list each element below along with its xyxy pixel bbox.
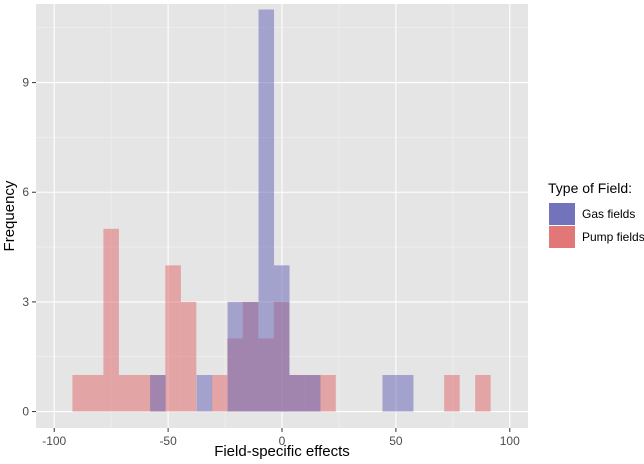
gas-fields-bar (305, 375, 321, 412)
legend-swatch-gas-fields (549, 203, 575, 225)
pump-fields-bar (211, 375, 228, 412)
y-tick-label: 0 (22, 405, 29, 419)
gas-fields-bar (227, 301, 244, 412)
x-tick-label: 0 (279, 434, 286, 448)
gas-fields-bar (243, 301, 259, 412)
y-tick-label: 3 (22, 295, 29, 309)
pump-fields-bar (118, 375, 135, 412)
gas-fields-bar (150, 375, 166, 412)
x-tick-label: -50 (159, 434, 177, 448)
y-tick-label: 6 (22, 185, 29, 199)
legend-swatch-pump-fields (549, 226, 575, 248)
x-tick-label: 100 (500, 434, 520, 448)
pump-fields-bar (87, 375, 104, 412)
legend: Type of Field: Gas fields Pump fields (548, 180, 644, 248)
pump-fields-bar (134, 375, 150, 412)
gas-fields-bars (150, 9, 414, 412)
x-tick-label: 50 (389, 434, 403, 448)
x-tick-label: -100 (42, 434, 66, 448)
x-axis-ticks: -100 -50 0 50 100 (42, 428, 520, 448)
gas-fields-bar (196, 375, 213, 412)
pump-fields-bar (103, 228, 119, 412)
gas-fields-bar (258, 9, 275, 412)
legend-label-gas-fields: Gas fields (582, 207, 635, 221)
gas-fields-bar (382, 375, 398, 412)
pump-fields-bar (475, 375, 491, 412)
pump-fields-bar (180, 301, 197, 412)
x-axis-title: Field-specific effects (214, 443, 350, 460)
pump-fields-bar (320, 375, 336, 412)
y-axis-ticks: 0 3 6 9 (22, 76, 36, 419)
pump-fields-bar (165, 265, 181, 412)
legend-title: Type of Field: (548, 180, 632, 196)
y-tick-label: 9 (22, 76, 29, 90)
gas-fields-bar (289, 375, 306, 412)
gas-fields-bar (397, 375, 414, 412)
pump-fields-bar (72, 375, 88, 412)
legend-label-pump-fields: Pump fields (582, 230, 644, 244)
pump-fields-bar (444, 375, 460, 412)
gas-fields-bar (274, 265, 290, 412)
y-axis-title: Frequency (1, 180, 18, 251)
